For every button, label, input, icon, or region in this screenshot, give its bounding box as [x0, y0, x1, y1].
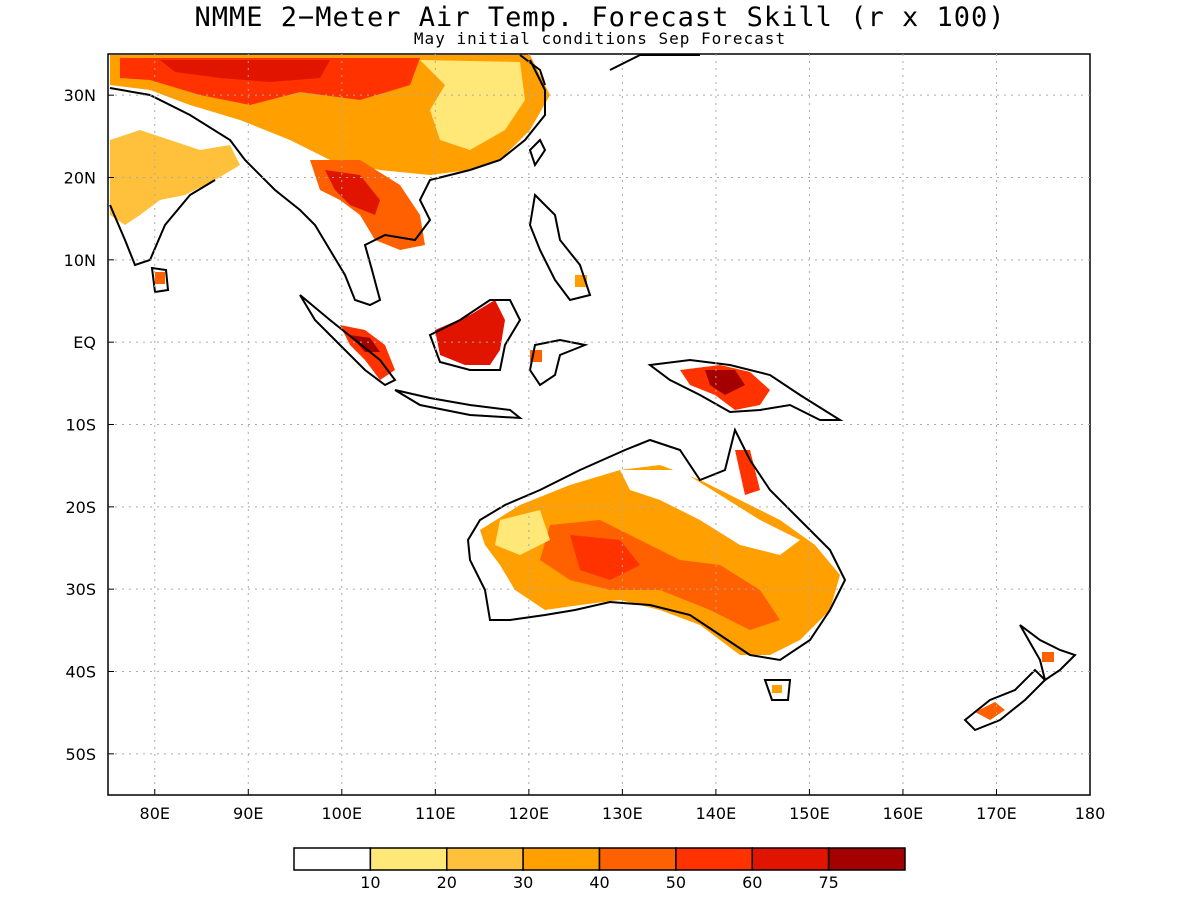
- x-tick-label: 140E: [696, 804, 737, 823]
- colorbar-swatch: [827, 847, 906, 871]
- shade-newguinea-core: [705, 370, 745, 395]
- colorbar-label: 30: [513, 873, 533, 892]
- x-tick-label: 150E: [789, 804, 830, 823]
- x-tick-label: 180: [1075, 804, 1106, 823]
- coast-australia: [466, 427, 847, 662]
- colorbar-swatch: [369, 847, 448, 871]
- y-tick-label: 30N: [64, 86, 96, 105]
- coast-sumatra: [299, 294, 397, 387]
- x-tick-label: 120E: [509, 804, 550, 823]
- shade-nz-north: [1042, 652, 1054, 662]
- x-tick-label: 80E: [140, 804, 170, 823]
- colorbar-swatch: [751, 847, 830, 871]
- shade-australia-cape: [735, 450, 760, 495]
- shade-australia-core: [570, 535, 640, 580]
- x-tick-label: 110E: [415, 804, 456, 823]
- shade-australia-white-n: [620, 470, 800, 555]
- coast-tasmania: [763, 679, 792, 701]
- coast-taiwan: [528, 138, 547, 168]
- y-tick-label: 40S: [65, 663, 96, 682]
- y-tick-label: 30S: [65, 580, 96, 599]
- coast-nz-south: [963, 668, 1047, 732]
- shade-australia-light: [495, 510, 550, 555]
- shade-china-core: [160, 60, 330, 82]
- coastlines: [109, 54, 1077, 732]
- y-tick-label: 10S: [65, 416, 96, 435]
- y-tick-label: EQ: [73, 333, 96, 352]
- coast-newguinea: [647, 358, 844, 421]
- x-tick-label: 160E: [883, 804, 924, 823]
- shade-nz-south: [975, 702, 1005, 720]
- coast-borneo: [428, 299, 522, 371]
- colorbar: 10 20 30 40 50 60 75: [293, 847, 906, 892]
- y-tick-label: 50S: [65, 745, 96, 764]
- colorbar-swatch: [675, 847, 753, 871]
- gridlines: [108, 54, 1091, 795]
- shade-srilanka: [155, 272, 165, 284]
- map-title: NMME 2−Meter Air Temp. Forecast Skill (r…: [194, 2, 1006, 33]
- colorbar-swatch: [446, 847, 524, 871]
- coast-sulawesi: [528, 338, 589, 387]
- y-tick-label: 20N: [64, 169, 96, 188]
- colorbar-label: 20: [437, 873, 457, 892]
- coast-asia-mainland: [109, 59, 546, 307]
- shade-china-light: [420, 60, 525, 150]
- x-tick-label: 100E: [321, 804, 362, 823]
- x-tick-label: 170E: [976, 804, 1017, 823]
- colorbar-label: 40: [589, 873, 609, 892]
- colorbar-label: 60: [742, 873, 762, 892]
- shade-borneo: [435, 300, 505, 365]
- colorbar-label: 10: [360, 873, 380, 892]
- shade-indochina-core: [325, 170, 380, 215]
- colorbar-swatch: [598, 847, 677, 871]
- y-tick-label: 10N: [64, 251, 96, 270]
- shade-sumatra-core: [350, 335, 380, 352]
- coast-philippines: [528, 192, 592, 302]
- x-tick-label: 130E: [602, 804, 643, 823]
- shade-tasmania: [772, 685, 782, 693]
- map-subtitle: May initial conditions Sep Forecast: [413, 29, 787, 48]
- x-tick-label: 90E: [233, 804, 263, 823]
- y-tick-labels: 30N 20N 10N EQ 10S 20S 30S 40S 50S: [64, 86, 96, 764]
- colorbar-label: 50: [666, 873, 686, 892]
- y-tick-label: 20S: [65, 498, 96, 517]
- coast-srilanka: [150, 266, 170, 294]
- colorbar-label: 75: [818, 873, 838, 892]
- coast-japan-korea: [519, 54, 700, 86]
- coast-java: [394, 389, 524, 420]
- coast-nz-north: [1019, 624, 1077, 682]
- colorbar-swatch: [293, 847, 372, 871]
- shade-india: [110, 130, 240, 225]
- colorbar-swatch: [522, 847, 601, 871]
- skill-shading: [110, 55, 1054, 720]
- x-tick-labels: 80E 90E 100E 110E 120E 130E 140E 150E 160E 170E 18…: [140, 804, 1106, 823]
